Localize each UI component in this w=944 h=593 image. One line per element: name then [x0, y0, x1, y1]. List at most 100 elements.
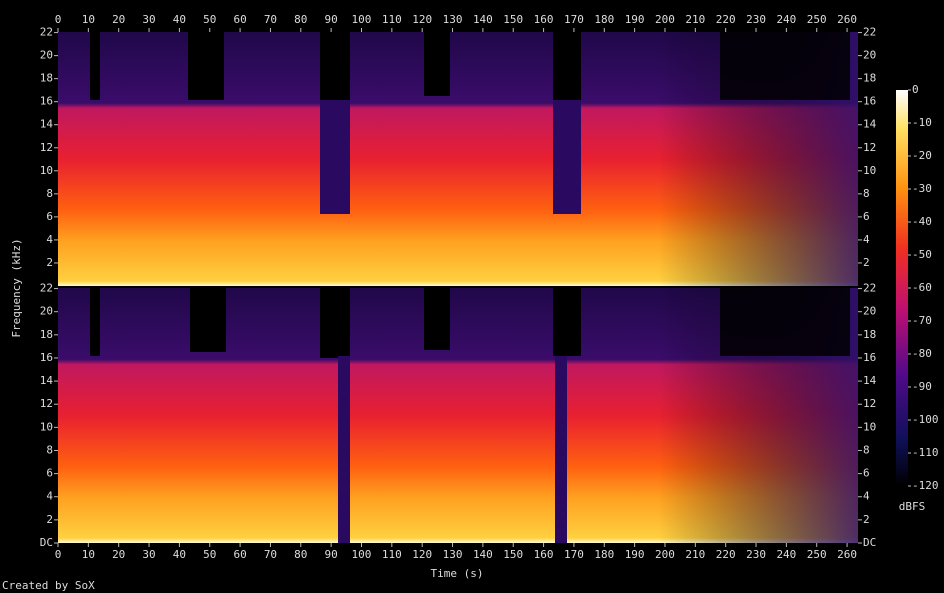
y-tick-label: DC — [863, 536, 876, 549]
x-tick-label: 160 — [534, 13, 554, 26]
x-tick-label: 10 — [82, 13, 95, 26]
colorbar-tick-label: -120 — [912, 479, 939, 492]
x-tick-label: 120 — [412, 548, 432, 561]
x-tick-label: 260 — [837, 13, 857, 26]
x-tick-label: 10 — [82, 548, 95, 561]
y-tick-label: 18 — [863, 72, 876, 85]
y-tick-label: 14 — [40, 374, 54, 387]
y-tick-label: 14 — [863, 374, 877, 387]
y-tick-label: 8 — [46, 443, 53, 456]
x-tick-label: 220 — [716, 13, 736, 26]
colorbar-tick-label: -30 — [912, 182, 932, 195]
x-tick-label: 0 — [55, 548, 62, 561]
x-tick-label: 70 — [264, 548, 277, 561]
y-axis-title: Frequency (kHz) — [10, 238, 23, 337]
y-tick-label: 10 — [40, 420, 53, 433]
y-tick-label: DC — [40, 536, 53, 549]
x-tick-label: 60 — [233, 13, 246, 26]
y-tick-label: 16 — [40, 351, 53, 364]
y-tick-label: 16 — [40, 95, 53, 108]
y-tick-label: 8 — [863, 187, 870, 200]
x-tick-label: 180 — [594, 13, 614, 26]
x-tick-label: 80 — [294, 548, 307, 561]
x-tick-label: 180 — [594, 548, 614, 561]
y-tick-label: 20 — [40, 305, 53, 318]
x-tick-label: 230 — [746, 548, 766, 561]
y-tick-label: 12 — [863, 141, 876, 154]
x-tick-label: 200 — [655, 13, 675, 26]
x-tick-label: 220 — [716, 548, 736, 561]
y-tick-label: 18 — [40, 328, 53, 341]
colorbar-tick-label: -40 — [912, 215, 932, 228]
y-tick-label: 4 — [863, 490, 870, 503]
colorbar — [896, 90, 908, 486]
y-tick-label: 22 — [40, 26, 53, 39]
x-tick-label: 170 — [564, 13, 584, 26]
y-tick-label: 20 — [863, 49, 876, 62]
colorbar-tick-label: -70 — [912, 314, 932, 327]
x-axis-title: Time (s) — [431, 567, 484, 580]
x-tick-label: 30 — [142, 13, 155, 26]
y-tick-label: 10 — [863, 164, 876, 177]
y-tick-label: 18 — [40, 72, 53, 85]
y-tick-label: 2 — [46, 513, 53, 526]
x-tick-label: 240 — [776, 548, 796, 561]
y-tick-label: 18 — [863, 328, 876, 341]
colorbar-tick-label: -100 — [912, 413, 939, 426]
y-tick-label: 2 — [863, 513, 870, 526]
y-tick-label: 2 — [46, 256, 53, 269]
x-tick-label: 250 — [807, 548, 827, 561]
x-tick-label: 60 — [233, 548, 246, 561]
y-tick-label: 14 — [863, 118, 877, 131]
x-tick-label: 90 — [325, 548, 338, 561]
x-tick-label: 110 — [382, 548, 402, 561]
y-tick-label: 2 — [863, 256, 870, 269]
x-tick-label: 70 — [264, 13, 277, 26]
y-tick-label: 10 — [40, 164, 53, 177]
x-tick-label: 80 — [294, 13, 307, 26]
y-tick-label: 4 — [863, 233, 870, 246]
x-tick-label: 50 — [203, 548, 216, 561]
y-tick-label: 14 — [40, 118, 54, 131]
x-tick-label: 240 — [776, 13, 796, 26]
x-tick-label: 250 — [807, 13, 827, 26]
colorbar-tick-label: -60 — [912, 281, 932, 294]
x-tick-label: 130 — [443, 13, 463, 26]
y-tick-label: 22 — [40, 282, 53, 295]
colorbar-tick-label: -90 — [912, 380, 932, 393]
x-tick-label: 170 — [564, 548, 584, 561]
colorbar-tick-label: -10 — [912, 116, 932, 129]
x-tick-label: 210 — [685, 13, 705, 26]
y-tick-label: 16 — [863, 351, 876, 364]
y-tick-label: 6 — [46, 210, 53, 223]
y-tick-label: 4 — [46, 490, 53, 503]
colorbar-tick-label: -110 — [912, 446, 939, 459]
x-tick-label: 260 — [837, 548, 857, 561]
y-tick-label: 12 — [863, 397, 876, 410]
y-tick-label: 16 — [863, 95, 876, 108]
x-tick-label: 160 — [534, 548, 554, 561]
y-tick-label: 22 — [863, 26, 876, 39]
x-tick-label: 150 — [503, 13, 523, 26]
colorbar-tick-label: -50 — [912, 248, 932, 261]
x-tick-label: 40 — [173, 548, 186, 561]
x-tick-label: 20 — [112, 548, 125, 561]
x-tick-label: 50 — [203, 13, 216, 26]
y-tick-label: 6 — [863, 467, 870, 480]
x-tick-label: 90 — [325, 13, 338, 26]
spectrogram-image — [58, 32, 858, 543]
y-tick-label: 8 — [46, 187, 53, 200]
colorbar-title: dBFS — [899, 500, 926, 513]
y-tick-label: 20 — [863, 305, 876, 318]
y-tick-label: 12 — [40, 397, 53, 410]
y-tick-label: 4 — [46, 233, 53, 246]
x-tick-label: 110 — [382, 13, 402, 26]
x-tick-label: 140 — [473, 13, 493, 26]
x-tick-label: 140 — [473, 548, 493, 561]
x-tick-label: 120 — [412, 13, 432, 26]
x-tick-label: 190 — [625, 13, 645, 26]
y-tick-label: 12 — [40, 141, 53, 154]
x-tick-label: 0 — [55, 13, 62, 26]
